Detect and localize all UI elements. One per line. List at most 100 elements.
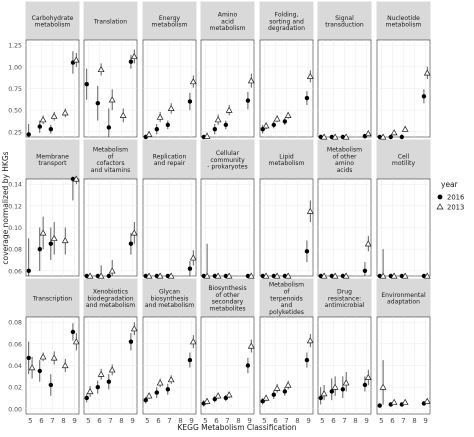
facet-strip — [317, 1, 372, 41]
point-2013 — [423, 69, 431, 76]
facet-strip — [25, 1, 80, 41]
facet-title: Membrane — [36, 153, 69, 160]
x-tick-label: 9 — [364, 417, 368, 425]
point-2013 — [108, 366, 116, 373]
facet-title: Metabolism — [269, 282, 304, 289]
point-2013 — [342, 272, 350, 279]
point-2013 — [108, 267, 116, 274]
x-tick-label: 9 — [247, 417, 251, 425]
y-tick-label: 1.00 — [8, 64, 22, 71]
x-tick-label: 7 — [50, 417, 54, 425]
y-tick-label: 0.12 — [8, 203, 22, 210]
x-tick-label: 9 — [189, 417, 193, 425]
point-2016 — [106, 125, 112, 130]
point-2016 — [304, 357, 310, 363]
point-2013 — [119, 111, 127, 118]
facet-title: metabolism — [152, 22, 188, 29]
point-2013 — [423, 272, 431, 279]
facet-title: and metabolism — [86, 302, 135, 309]
facet-title: of other — [215, 292, 240, 299]
y-tick-label: 0.06 — [8, 341, 22, 348]
point-2013 — [331, 272, 339, 279]
point-2013 — [262, 394, 270, 401]
point-2016 — [95, 101, 101, 106]
point-2013 — [189, 254, 197, 261]
point-2013 — [145, 130, 153, 137]
x-tick-label: 5 — [320, 417, 324, 425]
point-2013 — [86, 272, 94, 279]
point-2013 — [167, 104, 175, 112]
point-2016 — [245, 98, 251, 103]
facet-title: amino — [335, 160, 354, 167]
point-2013 — [423, 397, 431, 404]
facet-title: resistance: — [328, 295, 361, 302]
point-2013 — [203, 397, 211, 404]
x-tick-label: 6 — [39, 417, 44, 425]
point-2013 — [50, 354, 58, 361]
facet-title: Cell — [398, 153, 410, 160]
point-2013 — [28, 364, 36, 371]
facet-title: metabolites — [209, 306, 245, 313]
y-tick-label: 0.14 — [8, 182, 22, 189]
point-2013 — [167, 376, 175, 383]
x-tick-label: 5 — [203, 417, 207, 425]
point-2013 — [379, 383, 387, 390]
facet-title: acids — [337, 167, 353, 174]
point-2016 — [212, 127, 218, 132]
point-2016 — [304, 249, 310, 254]
point-2013 — [262, 272, 270, 279]
point-2016 — [106, 273, 112, 279]
point-2013 — [401, 272, 409, 279]
x-tick-label: 9 — [130, 417, 134, 425]
point-2016 — [165, 122, 171, 128]
point-2016 — [165, 387, 171, 392]
point-2016 — [48, 382, 54, 388]
point-2016 — [282, 119, 288, 124]
facet-title: Xenobiotics — [93, 289, 128, 296]
x-tick-label: 7 — [342, 417, 346, 425]
point-2016 — [95, 384, 101, 390]
point-2013 — [39, 116, 47, 123]
x-tick-label: 9 — [72, 417, 76, 425]
point-2013 — [225, 272, 233, 279]
point-2013 — [320, 390, 328, 397]
point-2016 — [245, 363, 251, 368]
facet-strip — [376, 1, 431, 41]
facet-title: metabolism — [210, 25, 246, 32]
point-2013 — [225, 391, 233, 398]
point-2013 — [156, 379, 164, 386]
point-2013 — [145, 272, 153, 279]
y-tick-label: 0.02 — [8, 385, 22, 392]
point-2016 — [37, 124, 43, 129]
facet-title: Transcription — [32, 295, 72, 302]
point-2013 — [50, 234, 58, 241]
point-2013 — [247, 272, 255, 279]
point-2013 — [61, 361, 69, 369]
point-2016 — [271, 392, 277, 397]
x-tick-label: 6 — [331, 417, 336, 425]
point-2016 — [304, 95, 310, 101]
point-2013 — [401, 398, 409, 405]
facet-strip — [25, 278, 80, 318]
facet-strip — [376, 139, 431, 180]
x-tick-label: 7 — [225, 417, 229, 425]
point-2016 — [106, 379, 112, 384]
y-tick-label: 0.04 — [8, 363, 22, 370]
facet-title: of — [108, 153, 115, 160]
point-2013 — [284, 381, 292, 388]
point-2016 — [282, 389, 288, 394]
y-tick-label: 0.50 — [8, 108, 22, 115]
point-2016 — [37, 368, 43, 374]
facet-title: Signal — [335, 15, 354, 22]
point-2013 — [214, 392, 222, 399]
y-tick-label: 0.08 — [8, 320, 22, 327]
legend-label-2016: 2016 — [447, 194, 464, 202]
point-2013 — [284, 272, 292, 279]
facet-title: Drug — [337, 289, 352, 296]
x-tick-label: 8 — [61, 417, 65, 425]
point-2013 — [145, 392, 153, 399]
x-tick-label: 5 — [379, 417, 383, 425]
point-2016 — [388, 134, 394, 140]
x-tick-label: 6 — [273, 417, 278, 425]
facet-title: Glycan — [159, 289, 180, 296]
